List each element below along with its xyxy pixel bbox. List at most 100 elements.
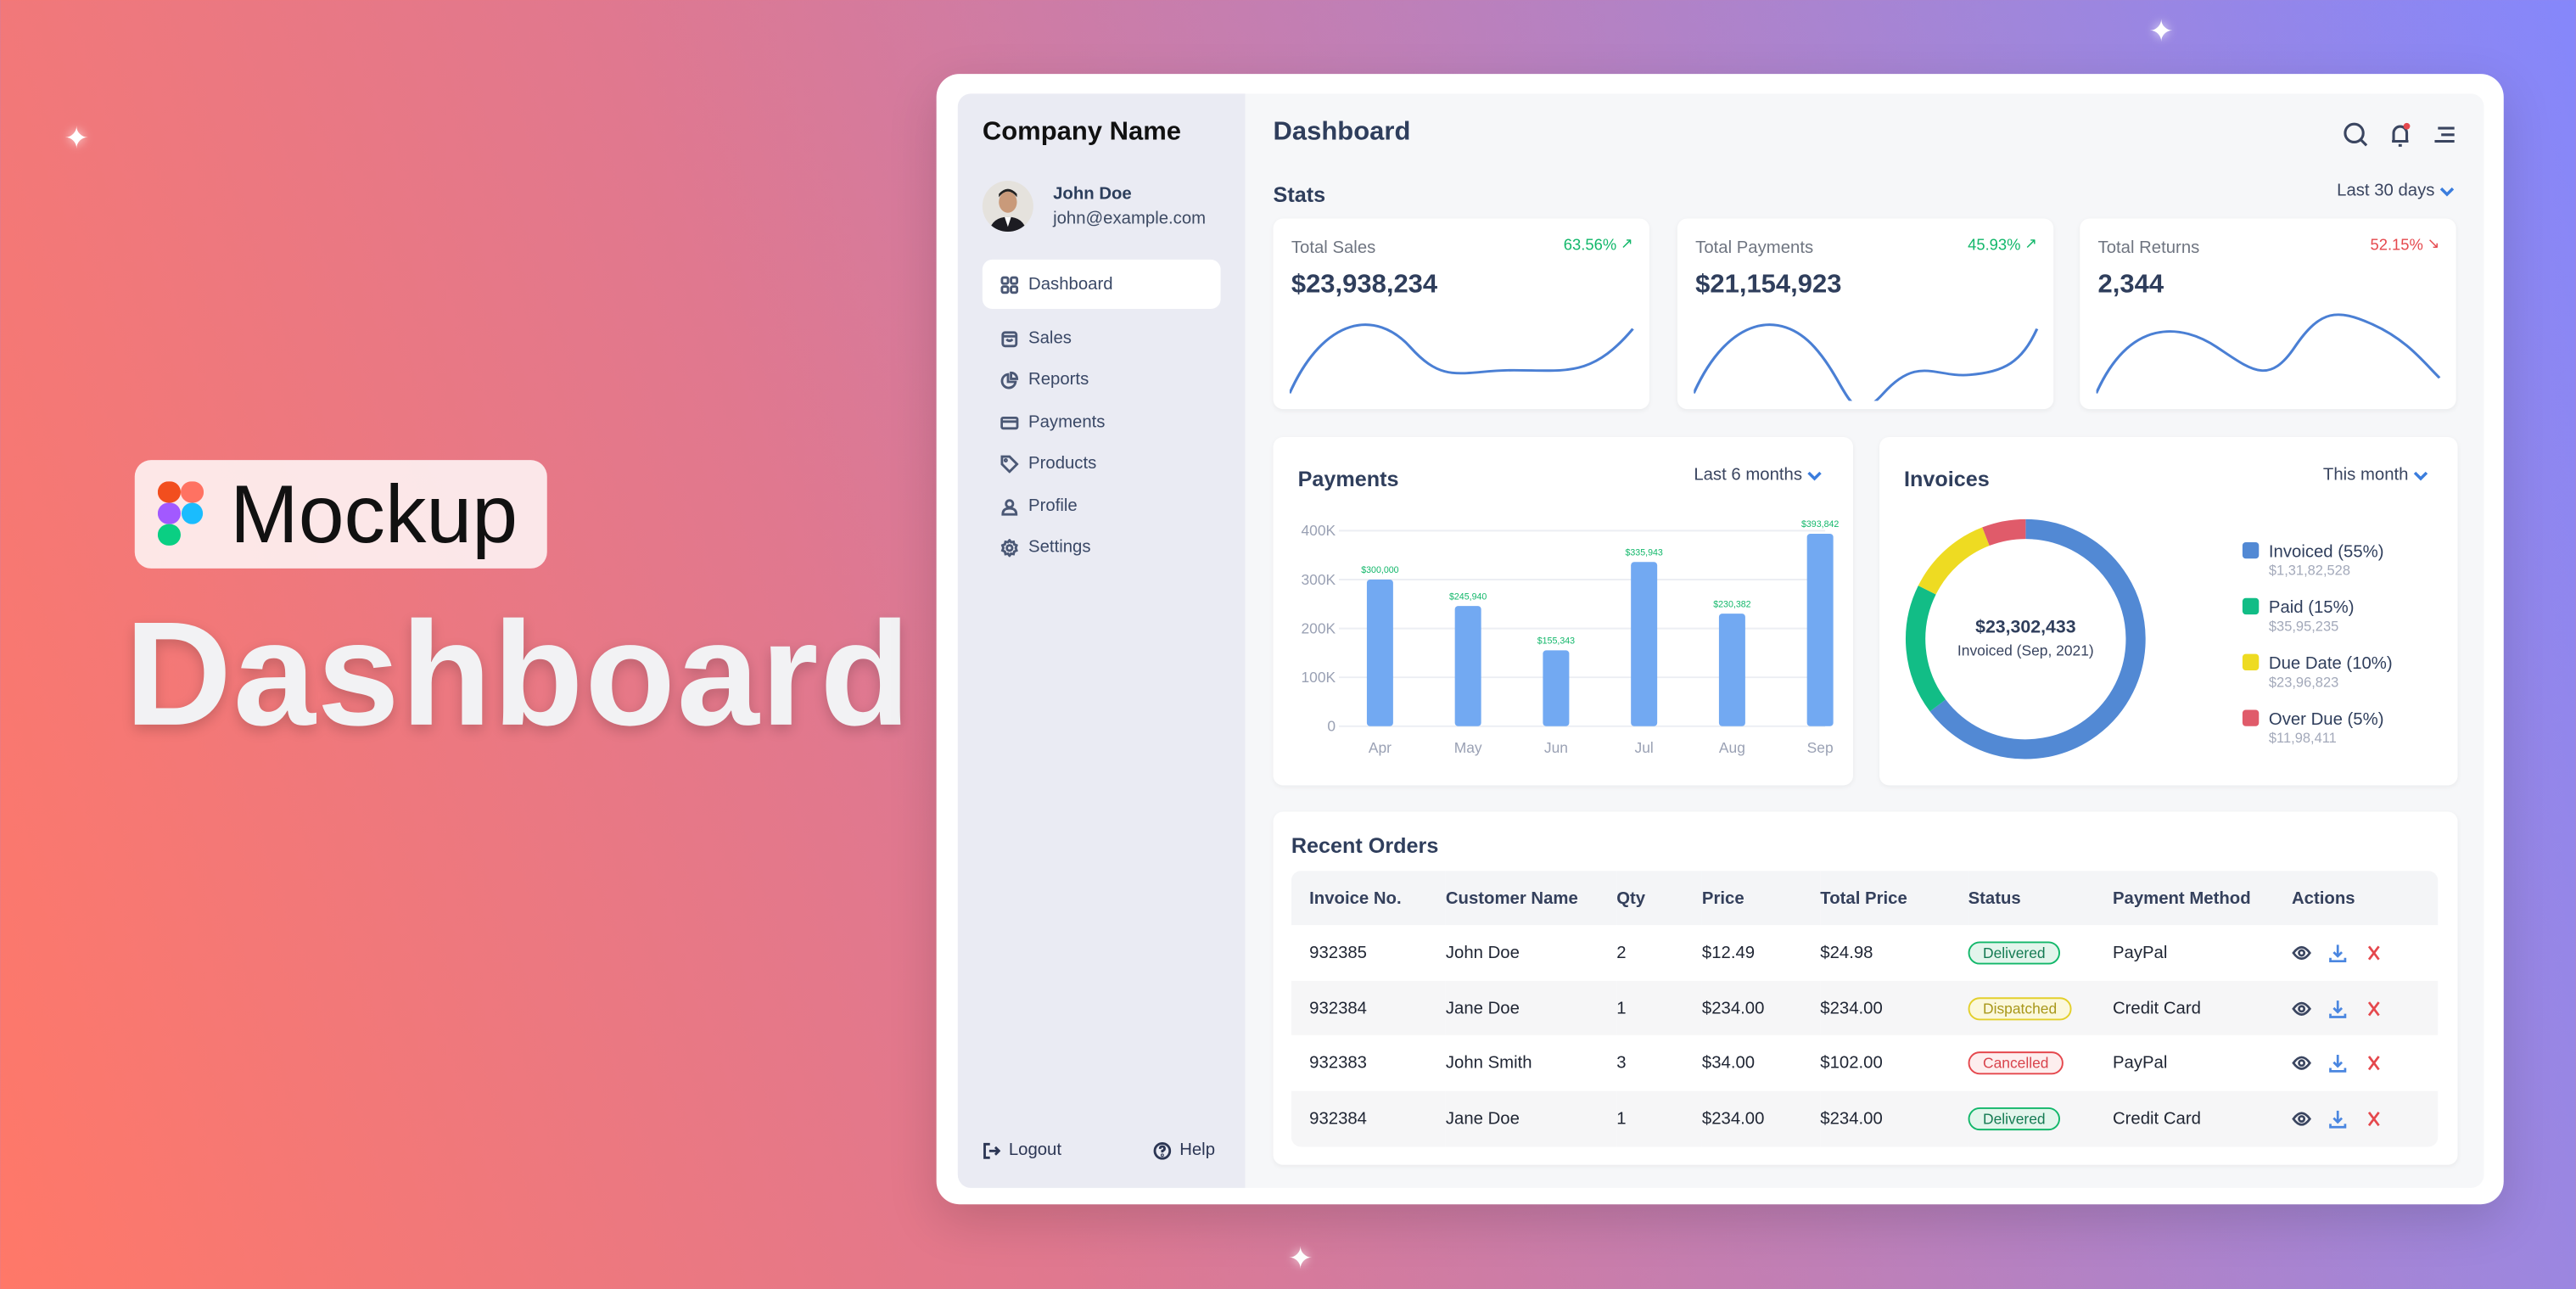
legend-item: Invoiced (55%) $1,31,82,528 bbox=[2242, 541, 2393, 579]
sidebar-item-settings[interactable]: Settings bbox=[983, 523, 1221, 572]
cell-method: PayPal bbox=[2112, 943, 2168, 963]
help-icon bbox=[1153, 1141, 1172, 1159]
stat-change: 45.93% bbox=[1968, 236, 2021, 255]
legend-swatch bbox=[2242, 709, 2260, 726]
cell-status: Delivered bbox=[1968, 1090, 2113, 1146]
sidebar-item-reports[interactable]: Reports bbox=[983, 355, 1221, 404]
credit-card-icon bbox=[1000, 415, 1019, 429]
mockup-badge: Mockup bbox=[134, 460, 547, 569]
sidebar-item-sales[interactable]: Sales bbox=[983, 314, 1221, 363]
cell-status: Dispatched bbox=[1968, 980, 2113, 1036]
sidebar-item-products[interactable]: Products bbox=[983, 439, 1221, 488]
page-title: Dashboard bbox=[1273, 118, 1411, 147]
sidebar-item-label: Profile bbox=[1028, 496, 1078, 516]
sparkline-path bbox=[1289, 323, 1634, 394]
column-header: Total Price bbox=[1820, 871, 1968, 926]
column-header: Customer Name bbox=[1445, 871, 1617, 926]
sparkle-icon: ✦ bbox=[2148, 14, 2174, 48]
bar-data-label: $230,382 bbox=[1713, 599, 1750, 609]
stats-range-dropdown[interactable]: Last 30 days bbox=[2337, 181, 2455, 200]
payments-range-dropdown[interactable]: Last 6 months bbox=[1694, 465, 1822, 485]
cell-customer: Jane Doe bbox=[1445, 1090, 1617, 1146]
legend-item: Over Due (5%) $11,98,411 bbox=[2242, 709, 2393, 746]
column-header: Actions bbox=[2291, 871, 2439, 926]
logout-button[interactable]: Logout bbox=[983, 1140, 1061, 1160]
download-icon[interactable] bbox=[2328, 943, 2348, 962]
view-icon[interactable] bbox=[2292, 1054, 2311, 1073]
bar bbox=[1543, 650, 1570, 726]
column-header: Price bbox=[1701, 871, 1821, 926]
invoices-range-dropdown[interactable]: This month bbox=[2323, 465, 2428, 485]
y-tick-label: 100K bbox=[1301, 669, 1336, 686]
x-tick-label: Apr bbox=[1369, 739, 1392, 756]
sidebar-item-label: Dashboard bbox=[1028, 274, 1113, 294]
download-icon[interactable] bbox=[2328, 999, 2348, 1018]
column-header: Status bbox=[1968, 871, 2113, 926]
legend-label: Paid (15%) bbox=[2268, 597, 2355, 619]
grid-icon bbox=[1000, 275, 1019, 294]
status-badge: Delivered bbox=[1968, 941, 2061, 965]
cell-total: $234.00 bbox=[1820, 980, 1968, 1036]
sidebar-item-profile[interactable]: Profile bbox=[983, 481, 1221, 530]
cell-method: Credit Card bbox=[2112, 980, 2292, 1036]
x-tick-label: May bbox=[1454, 739, 1482, 756]
table-row: 932385 John Doe 2 $12.49 $24.98 Delivered PayP… bbox=[1291, 925, 2438, 980]
recent-orders-title: Recent Orders bbox=[1291, 832, 1439, 858]
bar bbox=[1454, 606, 1481, 726]
payments-card: Payments Last 6 months 0 100K 200K 300K 400K… bbox=[1273, 437, 1854, 786]
stat-change: 63.56% bbox=[1563, 236, 1617, 255]
help-button[interactable]: Help bbox=[1153, 1140, 1215, 1160]
cell-method: PayPal bbox=[2112, 1053, 2168, 1073]
y-tick-label: 0 bbox=[1327, 718, 1336, 735]
donut-slice bbox=[1906, 586, 1946, 712]
avatar[interactable] bbox=[982, 180, 1033, 233]
bar-data-label: $393,842 bbox=[1801, 519, 1839, 530]
donut-center-value: $23,302,433 bbox=[1975, 618, 2076, 638]
download-icon[interactable] bbox=[2328, 1109, 2348, 1129]
view-icon[interactable] bbox=[2292, 943, 2311, 962]
bar bbox=[1631, 562, 1658, 726]
sparkle-icon: ✦ bbox=[64, 121, 89, 155]
legend-label: Invoiced (55%) bbox=[2268, 541, 2384, 563]
notifications-button[interactable] bbox=[2387, 121, 2413, 156]
delete-icon[interactable] bbox=[2364, 943, 2383, 962]
delete-icon[interactable] bbox=[2364, 999, 2383, 1018]
cell-actions bbox=[2292, 1036, 2438, 1091]
sidebar-item-payments[interactable]: Payments bbox=[983, 398, 1221, 447]
cell-actions bbox=[2291, 980, 2439, 1036]
delete-icon[interactable] bbox=[2364, 1054, 2383, 1073]
column-header: Payment Method bbox=[2112, 871, 2292, 926]
bar-data-label: $245,940 bbox=[1449, 591, 1487, 602]
company-name: Company Name bbox=[982, 118, 1181, 147]
logout-icon bbox=[983, 1141, 1001, 1158]
cell-qty: 1 bbox=[1616, 1090, 1702, 1146]
bar bbox=[1718, 614, 1745, 726]
chevron-down-icon bbox=[1807, 470, 1822, 480]
stat-card: Total Sales 63.56% ↗ $23,938,234 bbox=[1273, 218, 1649, 410]
cell-customer: John Smith bbox=[1445, 1053, 1532, 1073]
shopping-bag-icon bbox=[1001, 330, 1018, 347]
search-button[interactable] bbox=[2343, 121, 2369, 156]
delete-icon[interactable] bbox=[2364, 1109, 2383, 1129]
cell-invoice: 932383 bbox=[1309, 1053, 1368, 1073]
stat-label: Total Returns bbox=[2097, 238, 2200, 258]
sparkle-icon: ✦ bbox=[1287, 1241, 1313, 1275]
download-icon[interactable] bbox=[2328, 1054, 2348, 1073]
legend-amount: $1,31,82,528 bbox=[2268, 562, 2351, 579]
view-icon[interactable] bbox=[2292, 1109, 2311, 1129]
view-icon[interactable] bbox=[2292, 999, 2311, 1018]
user-name: John Doe bbox=[1053, 183, 1132, 205]
cell-actions bbox=[2291, 1090, 2439, 1146]
legend-swatch bbox=[2242, 541, 2260, 559]
x-tick-label: Aug bbox=[1719, 739, 1745, 756]
sidebar-item-dashboard[interactable]: Dashboard bbox=[982, 259, 1221, 310]
help-label: Help bbox=[1179, 1140, 1216, 1160]
legend-amount: $35,95,235 bbox=[2268, 618, 2339, 635]
cell-price: $12.49 bbox=[1701, 943, 1756, 963]
pie-chart-icon bbox=[1000, 370, 1019, 389]
stat-value: $21,154,923 bbox=[1695, 271, 1842, 300]
menu-button[interactable] bbox=[2432, 121, 2458, 156]
tag-icon bbox=[1000, 454, 1019, 473]
invoices-donut-chart bbox=[1906, 518, 2146, 759]
chevron-down-icon bbox=[2439, 186, 2455, 196]
